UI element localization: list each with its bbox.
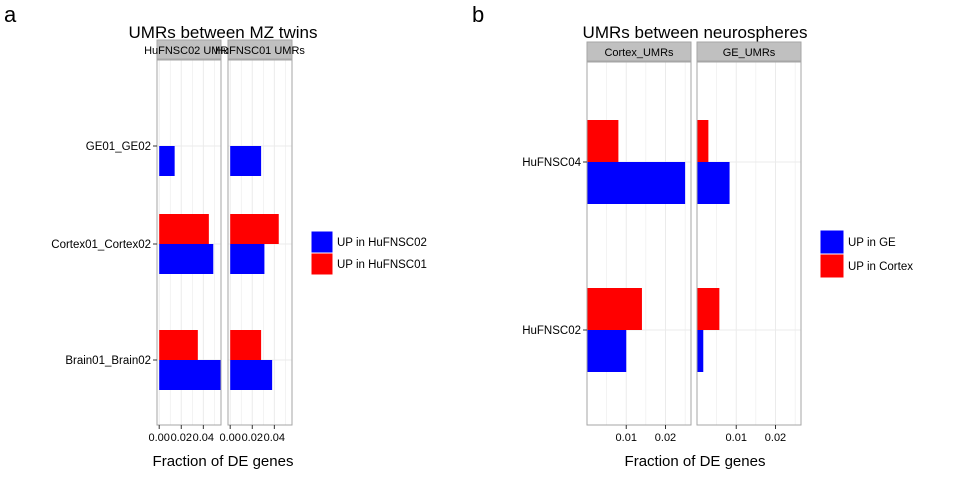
bar bbox=[697, 288, 720, 330]
facet-panel: Cortex_UMRs 0.01 0.02 bbox=[586, 41, 692, 444]
legend-label: UP in GE bbox=[848, 237, 896, 249]
panel-letter: b bbox=[472, 2, 484, 27]
facet-strip bbox=[156, 39, 222, 60]
facet-strip bbox=[696, 41, 802, 62]
x-tick-label: 0.02 bbox=[171, 432, 192, 444]
chart-b: b UMRs between neurospheres Cortex_UMRs 0.0… bbox=[472, 2, 913, 470]
x-tick-label: 0.02 bbox=[765, 432, 786, 444]
legend-key bbox=[819, 229, 845, 255]
panel-border bbox=[227, 59, 293, 426]
panel-background bbox=[697, 62, 801, 425]
facet-panel: HuFNSC02 UMRs 0.00 0.02 0.04 bbox=[144, 39, 234, 444]
bar bbox=[230, 330, 262, 360]
facet-label: Cortex_UMRs bbox=[604, 47, 674, 59]
y-tick-label: HuFNSC02 bbox=[522, 325, 581, 337]
bar bbox=[159, 146, 175, 176]
panel-border bbox=[586, 61, 692, 426]
facet-label: GE_UMRs bbox=[723, 47, 776, 59]
x-tick-label: 0.04 bbox=[264, 432, 285, 444]
x-tick-label: 0.00 bbox=[219, 432, 240, 444]
bar bbox=[159, 244, 214, 274]
x-tick-label: 0.01 bbox=[616, 432, 637, 444]
legend-label: UP in HuFNSC01 bbox=[337, 259, 427, 271]
x-axis-title: Fraction of DE genes bbox=[153, 453, 294, 470]
bar bbox=[230, 244, 265, 274]
legend-label: UP in HuFNSC02 bbox=[337, 237, 427, 249]
facet-label: HuFNSC01 UMRs bbox=[215, 45, 305, 57]
panel-letter: a bbox=[4, 2, 17, 27]
y-tick-label: HuFNSC04 bbox=[522, 157, 581, 169]
bar bbox=[697, 162, 730, 204]
chart-title: UMRs between MZ twins bbox=[129, 23, 318, 42]
facet-strip bbox=[227, 39, 293, 60]
bar bbox=[230, 360, 273, 390]
bar bbox=[230, 214, 279, 244]
legend: UP in GE UP in Cortex bbox=[819, 229, 913, 279]
facet-label: HuFNSC02 UMRs bbox=[144, 45, 234, 57]
bar bbox=[587, 162, 686, 204]
y-tick-label: Cortex01_Cortex02 bbox=[51, 239, 151, 251]
legend-key bbox=[310, 230, 334, 254]
bar bbox=[587, 288, 642, 330]
bar bbox=[587, 330, 627, 372]
facet-panel: HuFNSC01 UMRs 0.00 0.02 0.04 bbox=[215, 39, 305, 444]
legend: UP in HuFNSC02 UP in HuFNSC01 bbox=[310, 230, 427, 276]
x-axis-title: Fraction of DE genes bbox=[625, 453, 766, 470]
bar bbox=[587, 120, 619, 162]
bar bbox=[697, 330, 704, 372]
bar bbox=[159, 360, 221, 390]
bar bbox=[230, 146, 262, 176]
bar bbox=[159, 330, 198, 360]
x-tick-label: 0.01 bbox=[726, 432, 747, 444]
facet-strip bbox=[586, 41, 692, 62]
legend-key bbox=[310, 252, 334, 276]
facet-panel: GE_UMRs 0.01 0.02 bbox=[696, 41, 802, 444]
y-tick-label: GE01_GE02 bbox=[86, 141, 151, 153]
x-tick-label: 0.00 bbox=[148, 432, 169, 444]
panel-border bbox=[696, 61, 802, 426]
bar bbox=[159, 214, 209, 244]
x-tick-label: 0.04 bbox=[193, 432, 214, 444]
x-tick-label: 0.02 bbox=[242, 432, 263, 444]
panel-border bbox=[156, 59, 222, 426]
legend-label: UP in Cortex bbox=[848, 261, 913, 273]
bar bbox=[697, 120, 709, 162]
chart-title: UMRs between neurospheres bbox=[583, 23, 808, 42]
x-tick-label: 0.02 bbox=[655, 432, 676, 444]
legend-key bbox=[819, 253, 845, 279]
y-tick-label: Brain01_Brain02 bbox=[65, 355, 151, 367]
